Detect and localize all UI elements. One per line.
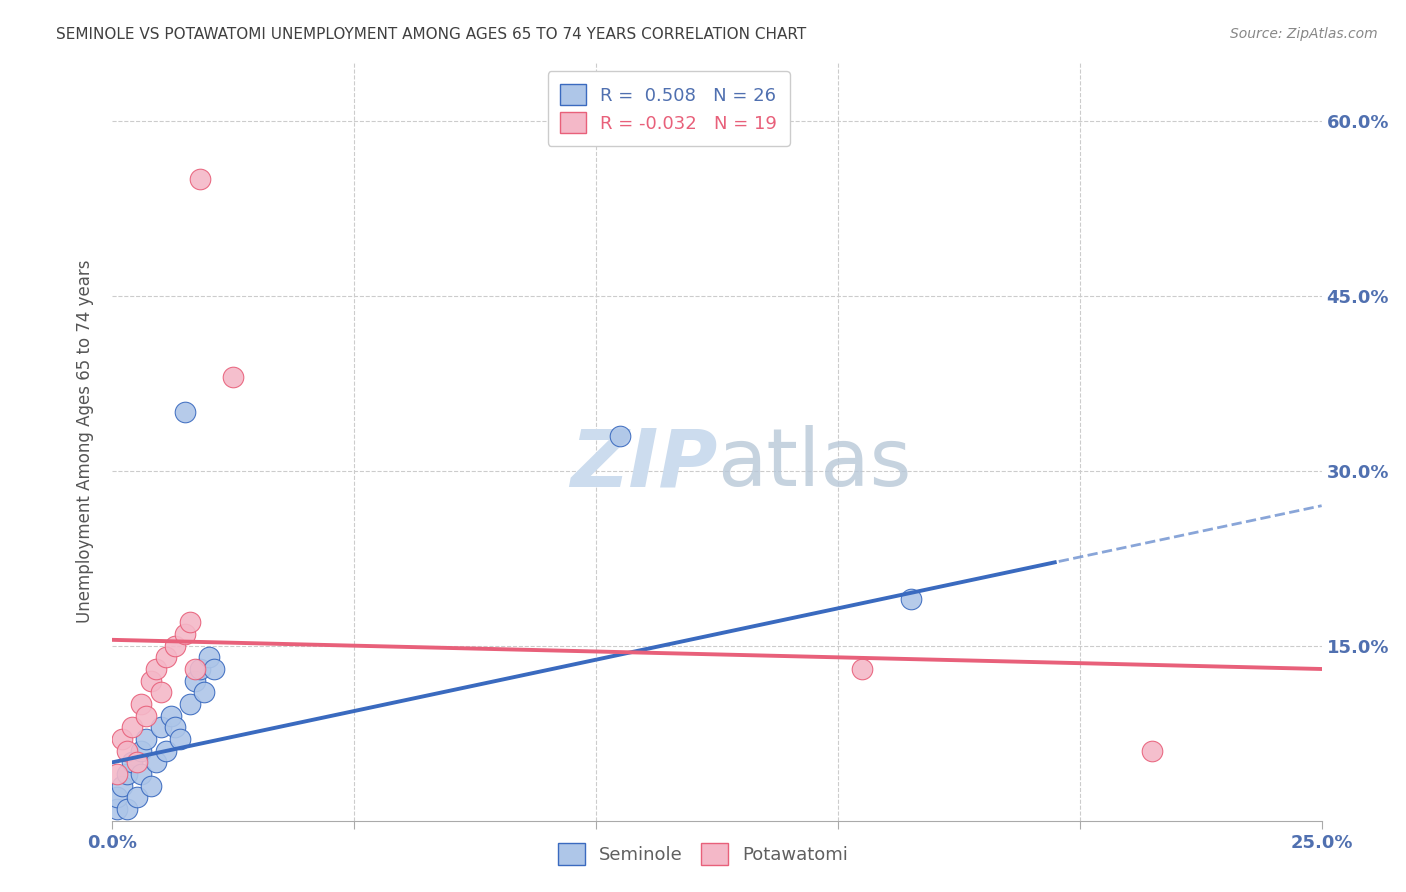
Point [141,673,163,688]
Point [149,685,172,699]
Point [179,615,201,630]
Point [115,744,138,758]
Point [149,720,172,734]
Point [169,731,191,746]
Point [145,662,167,676]
Point [135,731,157,746]
Point [188,172,211,186]
Point [202,662,225,676]
Point [193,685,215,699]
Point [222,370,245,384]
Point [131,767,153,781]
Point [115,767,138,781]
Point [135,708,157,723]
Point [174,405,197,419]
Point [165,720,187,734]
Text: ZIP: ZIP [569,425,717,503]
Point [174,627,197,641]
Point [159,708,181,723]
Point [145,756,167,770]
Legend: Seminole, Potawatomi: Seminole, Potawatomi [548,834,858,874]
Point [851,662,873,676]
Point [131,697,153,711]
Point [198,650,221,665]
Point [165,639,187,653]
Point [115,802,138,816]
Point [125,756,148,770]
Point [121,756,143,770]
Point [179,697,201,711]
Point [183,662,205,676]
Text: SEMINOLE VS POTAWATOMI UNEMPLOYMENT AMONG AGES 65 TO 74 YEARS CORRELATION CHART: SEMINOLE VS POTAWATOMI UNEMPLOYMENT AMON… [56,27,807,42]
Point [1142,744,1164,758]
Point [105,767,128,781]
Point [155,650,177,665]
Point [609,428,631,442]
Point [121,720,143,734]
Point [105,790,128,805]
Legend: R =  0.508   N = 26, R = -0.032   N = 19: R = 0.508 N = 26, R = -0.032 N = 19 [548,71,790,145]
Point [155,744,177,758]
Y-axis label: Unemployment Among Ages 65 to 74 years: Unemployment Among Ages 65 to 74 years [76,260,94,624]
Point [131,744,153,758]
Point [900,592,922,607]
Point [188,662,211,676]
Point [111,779,134,793]
Point [125,790,148,805]
Text: Source: ZipAtlas.com: Source: ZipAtlas.com [1230,27,1378,41]
Point [183,673,205,688]
Text: atlas: atlas [717,425,911,503]
Point [111,731,134,746]
Point [141,779,163,793]
Point [105,802,128,816]
